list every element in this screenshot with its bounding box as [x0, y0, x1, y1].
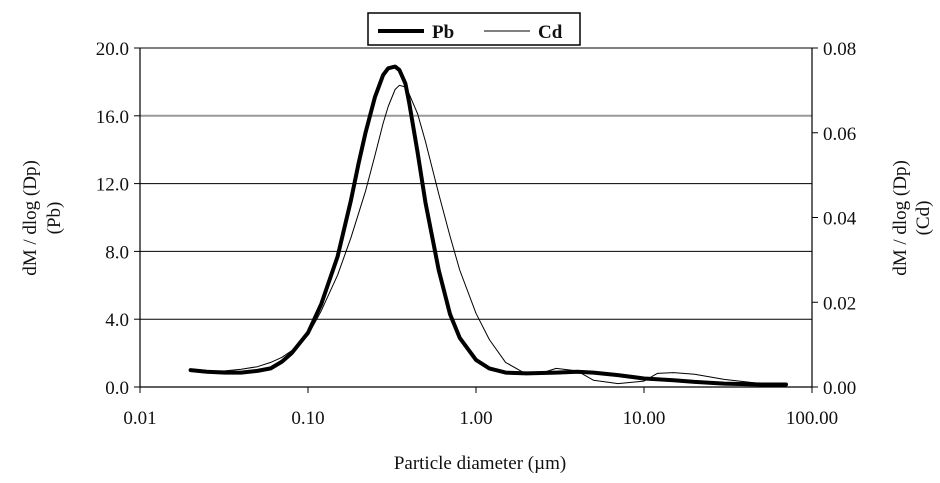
y-left-tick-label: 0.0	[105, 378, 129, 399]
y-right-tick-label: 0.00	[823, 378, 856, 399]
legend-label-cd: Cd	[538, 22, 563, 43]
y-right-tick-label: 0.04	[823, 209, 857, 230]
y-right-tick-label: 0.06	[823, 124, 856, 145]
x-tick-label: 10.00	[623, 408, 666, 429]
y-left-tick-label: 20.0	[96, 39, 129, 60]
y-axis-left-title-line2: (Pb)	[44, 202, 65, 235]
x-tick-label: 100.00	[786, 408, 838, 429]
x-tick-label: 0.01	[123, 408, 156, 429]
y-axis-left: 0.0 4.0 8.0 12.0 16.0 20.0	[96, 39, 140, 399]
x-tick-label: 1.00	[459, 408, 492, 429]
y-left-tick-label: 4.0	[105, 310, 129, 331]
series-line-cd	[190, 84, 787, 386]
x-axis: 0.01 0.10 1.00 10.00 100.00	[123, 387, 838, 429]
legend-label-pb: Pb	[432, 22, 454, 43]
y-axis-right-title-line1: dM / dlog (Dp)	[890, 160, 911, 276]
series-lines	[188, 64, 788, 387]
x-tick-label: 0.10	[291, 408, 324, 429]
y-axis-right-title-line2: (Cd)	[913, 201, 934, 236]
grid	[140, 47, 812, 320]
series-line-pb	[188, 64, 788, 387]
x-axis-title: Particle diameter (µm)	[394, 453, 566, 474]
plot-frame	[139, 48, 813, 388]
y-axis-left-title-line1: dM / dlog (Dp)	[20, 160, 41, 276]
y-right-tick-label: 0.02	[823, 293, 856, 314]
y-right-tick-label: 0.08	[823, 39, 856, 60]
y-left-tick-label: 8.0	[105, 242, 129, 263]
legend: Pb Cd	[367, 12, 581, 46]
y-axis-right: 0.00 0.02 0.04 0.06 0.08	[812, 39, 857, 399]
y-left-tick-label: 16.0	[96, 107, 129, 128]
y-left-tick-label: 12.0	[96, 175, 129, 196]
